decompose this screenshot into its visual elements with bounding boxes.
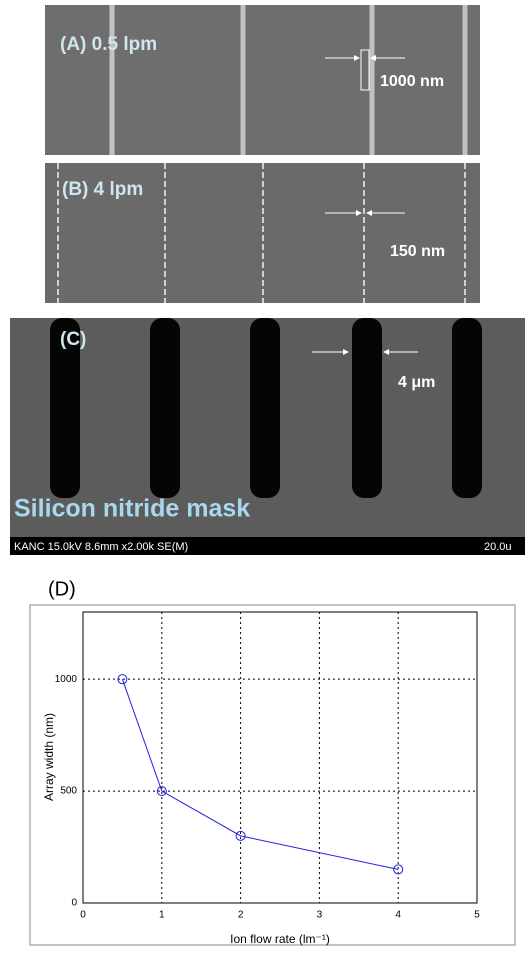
x-axis-label: Ion flow rate (lm⁻¹) xyxy=(230,932,330,946)
panel-c: (C) 4 μm Silicon nitride mask KANC 15.0k… xyxy=(10,318,525,555)
figure: (A) 0.5 lpm 1000 nm (B) 4 lpm 150 nm (C)… xyxy=(0,0,525,952)
x-tick-label: 3 xyxy=(317,910,323,921)
panel-label: (D) xyxy=(48,578,76,600)
panel-label: (A) 0.5 lpm xyxy=(60,34,157,55)
scale-label: 150 nm xyxy=(390,243,445,260)
x-tick-label: 5 xyxy=(474,910,480,921)
x-tick-label: 0 xyxy=(80,910,86,921)
x-tick-label: 1 xyxy=(159,910,165,921)
scalebar-label: 20.0u xyxy=(484,541,512,553)
y-tick-label: 500 xyxy=(60,786,77,797)
y-tick-label: 0 xyxy=(71,898,77,909)
sem-info: KANC 15.0kV 8.6mm x2.00k SE(M) xyxy=(14,541,188,553)
plot-area xyxy=(83,612,477,903)
y-axis-label: Array width (nm) xyxy=(42,713,56,801)
scale-label: 1000 nm xyxy=(380,73,444,90)
x-tick-label: 2 xyxy=(238,910,244,921)
x-tick-label: 4 xyxy=(395,910,401,921)
panel-b: (B) 4 lpm 150 nm xyxy=(45,163,480,303)
scale-label: 4 μm xyxy=(398,374,435,391)
y-tick-label: 1000 xyxy=(55,674,78,685)
panel-a: (A) 0.5 lpm 1000 nm xyxy=(45,5,480,155)
panel-label: (C) xyxy=(60,329,86,350)
caption: Silicon nitride mask xyxy=(14,495,250,523)
panel-label: (B) 4 lpm xyxy=(62,179,143,200)
